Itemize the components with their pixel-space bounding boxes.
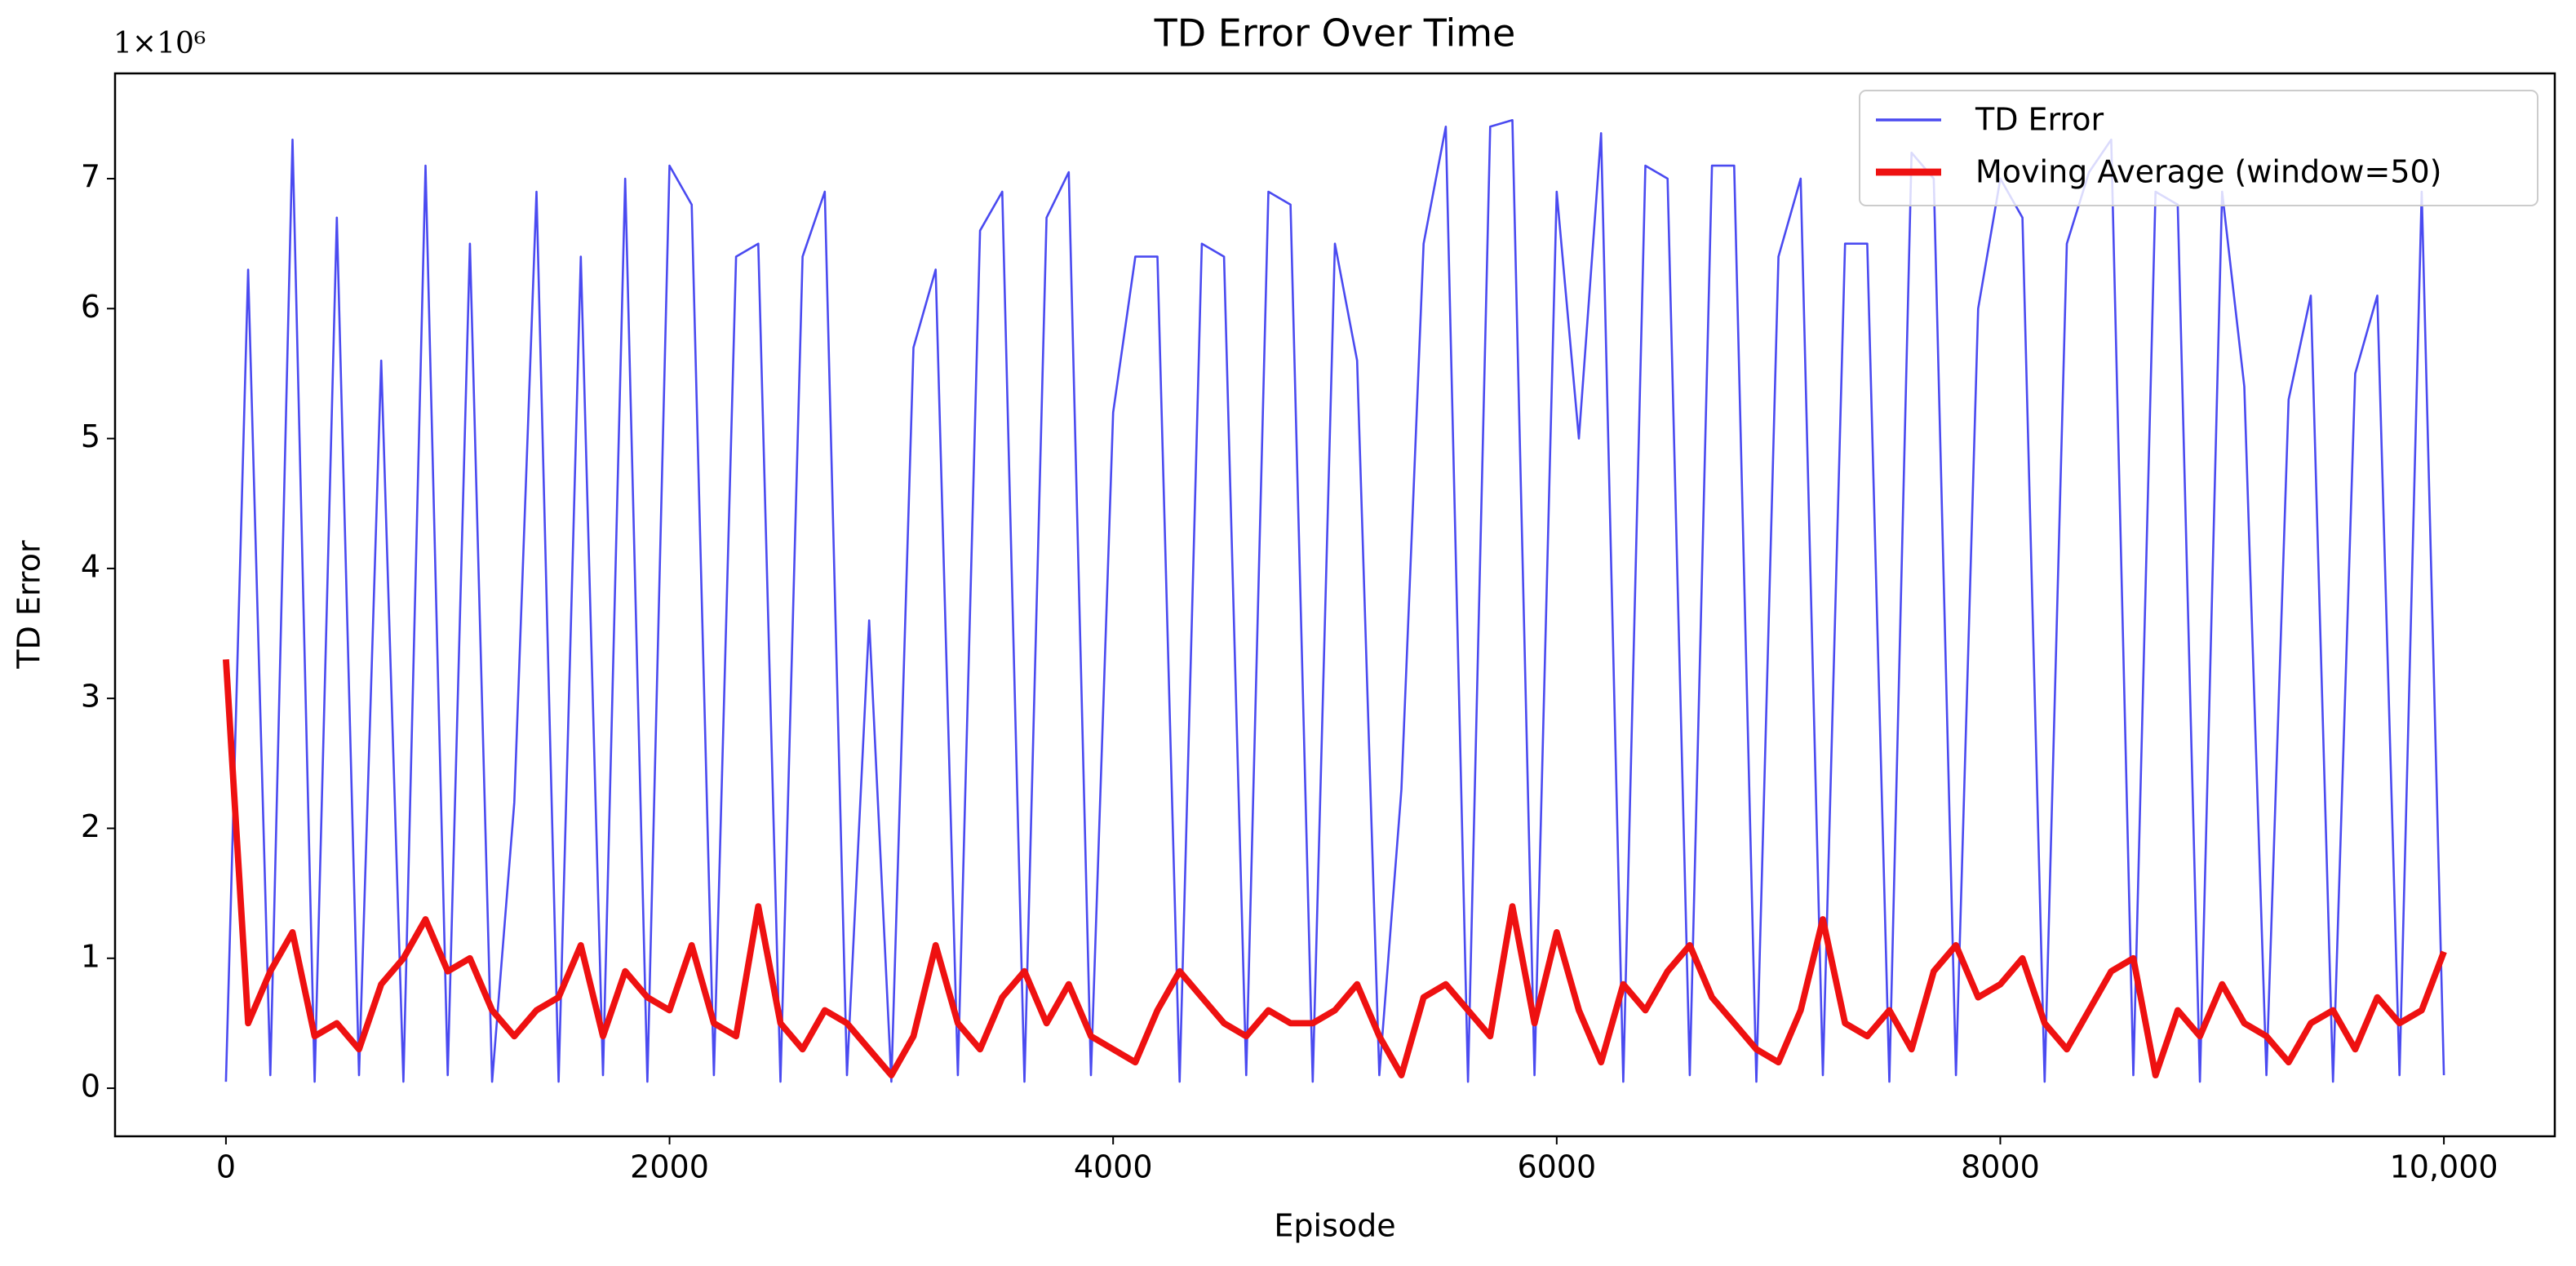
x-tick-label: 6000	[1517, 1149, 1596, 1185]
axes-frame	[113, 72, 2556, 1138]
y-tick-label: 1	[81, 938, 100, 974]
y-tick-label: 4	[81, 548, 100, 584]
y-tick-label: 0	[81, 1069, 100, 1104]
y-tick-label: 6	[81, 289, 100, 325]
series-line	[224, 119, 2445, 1083]
x-tick-label: 0	[216, 1149, 236, 1185]
x-tick-label: 2000	[630, 1149, 709, 1185]
y-tick-label: 7	[81, 159, 100, 195]
y-tick-label: 2	[81, 808, 100, 844]
legend-box	[1859, 90, 2538, 206]
y-offset-label: 1×10⁶	[113, 27, 206, 60]
legend-label: TD Error	[1975, 102, 2104, 138]
x-axis-label: Episode	[1274, 1208, 1395, 1244]
x-tick-label: 8000	[1961, 1149, 2040, 1185]
y-tick-label: 3	[81, 679, 100, 715]
chart-title: TD Error Over Time	[1154, 11, 1516, 55]
legend-label: Moving Average (window=50)	[1975, 154, 2442, 190]
x-tick-label: 10,000	[2390, 1149, 2498, 1185]
y-axis-label: TD Error	[11, 540, 47, 670]
y-tick-label: 5	[81, 418, 100, 454]
series-line	[223, 659, 2447, 1078]
x-tick-label: 4000	[1074, 1149, 1153, 1185]
